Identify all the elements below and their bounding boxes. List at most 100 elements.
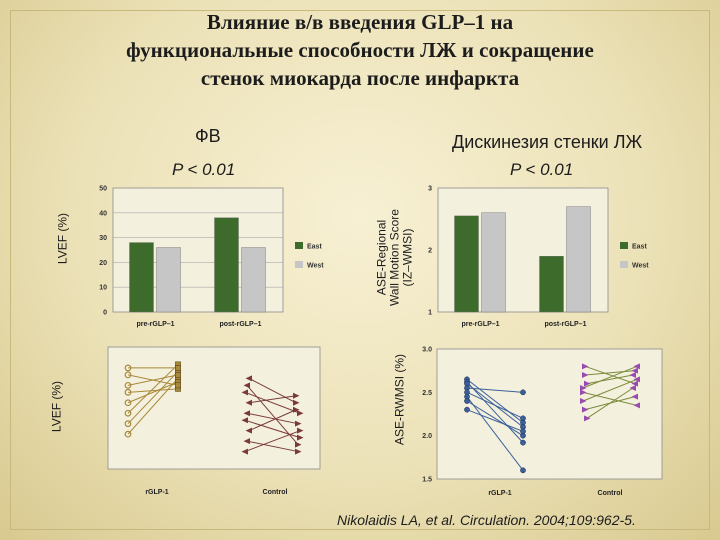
lvef-scatter-marker-before xyxy=(245,427,252,434)
lvef-y-tick-label: 20 xyxy=(99,260,107,267)
lvef-scatter-marker-before xyxy=(241,448,248,455)
rwmsi-scatter-marker-after xyxy=(631,380,638,387)
right-p-value: P < 0.01 xyxy=(510,160,574,179)
lvef-scatter-pair-line xyxy=(244,419,301,439)
lvef-scatter-marker-after xyxy=(295,448,302,455)
lvef-bar-chart: 0 10 20 30 40 50 pre-rGLP–1 post-rGLP–1 East West xyxy=(99,186,324,329)
wmsi-category-label: post-rGLP–1 xyxy=(544,321,586,328)
rwmsi-scatter-pair-line xyxy=(466,378,524,424)
lvef-scatter-marker-before xyxy=(124,409,132,417)
citation: Nikolaidis LA, et al. Circulation. 2004;… xyxy=(337,512,636,528)
lvef-y-tick-label: 30 xyxy=(99,235,107,242)
rwmsi-scatter-pair-line xyxy=(586,374,634,385)
rwmsi-scatter-marker-after xyxy=(631,367,638,374)
rwmsi-scatter-y-tick-label: 2.5 xyxy=(422,390,432,397)
rwmsi-scatter-marker-before xyxy=(580,398,587,404)
lvef-scatter-marker-after xyxy=(297,427,304,434)
wmsi-bar-east xyxy=(539,255,564,313)
right-bar-axis-label: ASE-Regional Wall Motion Score (IZ–WMSI) xyxy=(375,193,415,323)
rwmsi-scatter-marker-before xyxy=(464,406,470,413)
rwmsi-scatter-marker-before xyxy=(582,406,589,413)
rwmsi-scatter-y-tick-label: 1.5 xyxy=(422,477,432,484)
title-line-2: функциональные способности ЛЖ и сокращен… xyxy=(126,38,594,62)
lvef-bar-east xyxy=(129,242,154,313)
lvef-scatter-pair-line xyxy=(127,374,179,386)
title-line-1: Влияние в/в введения GLP–1 на xyxy=(206,10,514,34)
lvef-scatter-marker-before xyxy=(245,399,252,406)
rwmsi-scatter-marker-after xyxy=(633,363,640,370)
left-heading: ФВ xyxy=(195,126,221,146)
rwmsi-scatter-pair-line xyxy=(466,396,524,471)
rwmsi-scatter-marker-after xyxy=(629,385,636,391)
left-scatter-axis-label: LVEF (%) xyxy=(49,380,64,433)
lvef-scatter-pair-line xyxy=(127,388,179,393)
lvef-scatter-marker-after xyxy=(295,420,302,427)
rwmsi-scatter-marker-after xyxy=(520,389,526,396)
lvef-y-tick-label: 0 xyxy=(103,310,107,317)
lvef-scatter-pair-line xyxy=(244,391,301,414)
wmsi-bar-east xyxy=(454,215,479,313)
lvef-scatter-marker-after xyxy=(297,410,304,417)
lvef-scatter-marker-before xyxy=(124,399,132,407)
right-scatter-axis-label: ASE-RWMSI (%) xyxy=(392,353,407,446)
wmsi-y-tick-label: 1 xyxy=(428,310,432,317)
lvef-scatter-pair-line xyxy=(127,364,179,414)
rwmsi-scatter-pair-line xyxy=(466,400,524,437)
rwmsi-scatter-marker-before xyxy=(464,398,470,404)
lvef-scatter-category-label: rGLP-1 xyxy=(145,489,168,496)
rwmsi-scatter-marker-before xyxy=(584,415,591,422)
lvef-scatter-marker-before xyxy=(124,364,132,372)
lvef-scatter-marker-before xyxy=(241,389,248,396)
lvef-scatter-marker-before xyxy=(245,375,252,382)
lvef-scatter-pair-line xyxy=(248,409,297,432)
lvef-scatter-pair-line xyxy=(246,412,299,425)
lvef-scatter-marker-before xyxy=(124,430,132,438)
lvef-scatter-marker-before xyxy=(243,382,250,389)
lvef-scatter-pair-line xyxy=(246,440,299,453)
wmsi-bar-chart: 1 2 3 pre-rGLP–1 post-rGLP–1 East West xyxy=(428,186,649,329)
wmsi-y-tick-label: 2 xyxy=(428,248,432,255)
lvef-scatter-marker-after xyxy=(175,372,181,378)
rwmsi-scatter-pair-line xyxy=(466,387,524,393)
rwmsi-scatter-category-label: Control xyxy=(598,490,623,497)
rwmsi-scatter-marker-after xyxy=(520,415,526,422)
wmsi-y-tick-label: 3 xyxy=(428,186,432,193)
rwmsi-scatter-category-label: rGLP-1 xyxy=(488,490,511,497)
rwmsi-scatter-y-tick-label: 3.0 xyxy=(422,347,432,354)
lvef-bar-east xyxy=(214,217,239,313)
lvef-bar-west xyxy=(241,247,266,313)
rwmsi-scatter-marker-after xyxy=(520,467,526,474)
rwmsi-scatter-pair-line xyxy=(582,378,638,402)
rwmsi-scatter-marker-after xyxy=(633,402,640,409)
rwmsi-scatter-pair-line xyxy=(466,381,524,443)
lvef-scatter-pair-line xyxy=(246,385,299,445)
lvef-scatter-plot-area xyxy=(107,346,321,470)
lvef-scatter-marker-before xyxy=(243,410,250,417)
lvef-scatter-pair-line xyxy=(127,371,179,425)
rwmsi-scatter-plot-area xyxy=(436,348,663,480)
lvef-scatter-marker-before xyxy=(124,420,132,428)
rwmsi-scatter-y-tick-label: 2.0 xyxy=(422,433,432,440)
lvef-scatter-marker-after xyxy=(295,441,302,448)
left-bar-axis-label: LVEF (%) xyxy=(55,212,70,265)
rwmsi-scatter-marker-after xyxy=(633,376,640,383)
title-line-3: стенок миокарда после инфаркта xyxy=(200,66,520,90)
lvef-scatter-marker-before xyxy=(124,388,132,396)
rwmsi-scatter-marker-after xyxy=(629,372,636,378)
rwmsi-scatter-pair-line xyxy=(586,387,634,419)
lvef-category-label: post-rGLP–1 xyxy=(219,321,261,328)
lvef-scatter-pair-line xyxy=(127,381,179,404)
rwmsi-scatter-marker-before xyxy=(580,385,587,391)
lvef-scatter-pair-line xyxy=(244,430,301,453)
lvef-legend-swatch xyxy=(295,261,303,268)
lvef-scatter-pair-line xyxy=(248,377,297,404)
lvef-scatter-pair-line xyxy=(127,378,179,435)
rwmsi-scatter-marker-before xyxy=(584,380,591,387)
lvef-scatter-marker-after xyxy=(293,392,300,399)
rwmsi-scatter-pair-line xyxy=(584,370,636,376)
lvef-scatter-category-label: Control xyxy=(263,489,288,496)
wmsi-legend-swatch xyxy=(620,261,628,268)
lvef-y-tick-label: 40 xyxy=(99,210,107,217)
right-heading: Дискинезия стенки ЛЖ xyxy=(452,132,643,152)
lvef-scatter-marker-before xyxy=(124,381,132,389)
